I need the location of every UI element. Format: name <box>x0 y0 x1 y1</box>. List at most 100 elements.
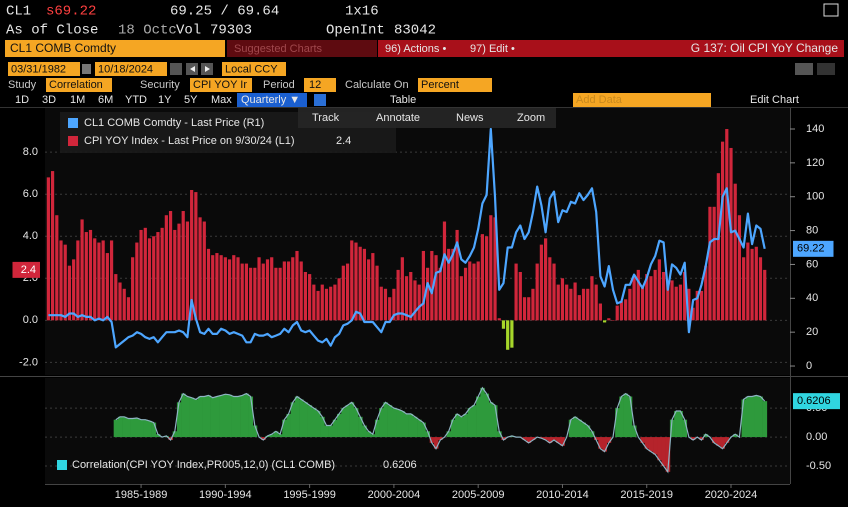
tool-button[interactable]: Track <box>312 112 340 124</box>
area-slice <box>181 393 186 438</box>
bar <box>687 288 691 321</box>
actions[interactable]: 96) Actions • <box>385 43 446 55</box>
legend-swatch <box>68 118 78 128</box>
area-slice <box>404 413 409 438</box>
bar <box>341 265 345 321</box>
bar <box>291 257 295 321</box>
bar <box>539 244 543 321</box>
area-slice <box>328 425 334 438</box>
bar <box>522 297 527 321</box>
range-button[interactable]: 1Y <box>158 94 172 106</box>
area-slice <box>653 437 658 455</box>
chart-type-icon[interactable] <box>314 94 326 106</box>
currency-box[interactable] <box>222 62 286 76</box>
bar <box>295 250 299 321</box>
bar <box>345 263 350 321</box>
bar <box>76 240 80 321</box>
bar <box>468 261 472 321</box>
table-button[interactable]: Table <box>390 94 416 106</box>
tool-button[interactable]: Annotate <box>376 112 420 124</box>
range-button[interactable]: 1D <box>15 94 29 106</box>
start-box[interactable] <box>8 62 80 76</box>
vol: 79303 <box>210 23 252 39</box>
bar <box>421 250 426 321</box>
bar <box>388 297 392 321</box>
area-slice <box>724 437 730 443</box>
y2-tick-label: 140 <box>806 123 824 135</box>
tool-button[interactable]: News <box>456 112 484 124</box>
range-button[interactable]: 3D <box>42 94 56 106</box>
area-slice <box>299 399 304 438</box>
bar <box>754 246 758 321</box>
size: 1x16 <box>345 4 379 20</box>
frequency-box[interactable] <box>237 93 307 107</box>
area-slice <box>172 431 178 438</box>
edit[interactable]: 97) Edit • <box>470 43 515 55</box>
area-slice <box>577 419 582 438</box>
y2-tick-label: 0 <box>806 360 812 372</box>
range-button[interactable]: 1M <box>70 94 85 106</box>
area-slice <box>353 408 359 438</box>
bar <box>413 280 417 321</box>
bar <box>535 263 539 321</box>
add-data-box[interactable] <box>573 93 711 107</box>
area-slice <box>480 387 485 438</box>
period-box[interactable] <box>304 78 336 92</box>
legend-value: 2.4 <box>336 135 351 147</box>
area-slice <box>189 397 195 438</box>
area-slice <box>602 437 607 452</box>
bar <box>459 276 463 321</box>
area-slice <box>320 416 325 438</box>
bar <box>194 192 198 321</box>
y2-tick-label: 80 <box>806 224 818 236</box>
tool-button[interactable]: Zoom <box>517 112 545 124</box>
bar <box>232 255 236 321</box>
bar <box>497 318 501 321</box>
y-tick-label: 6.0 <box>23 188 38 200</box>
area-slice <box>589 431 595 438</box>
bar <box>375 265 379 321</box>
bar <box>602 320 607 323</box>
window-icon[interactable] <box>823 3 839 17</box>
range-button[interactable]: YTD <box>125 94 147 106</box>
calendar-icon[interactable] <box>82 64 91 74</box>
bar <box>219 255 223 321</box>
security-box[interactable] <box>5 40 225 57</box>
range-button[interactable]: 6M <box>98 94 113 106</box>
area-slice <box>716 437 721 446</box>
undo-button[interactable] <box>795 63 813 75</box>
bar <box>590 276 594 321</box>
y2-tick-label: 20 <box>806 326 818 338</box>
bar <box>257 257 261 321</box>
area-slice <box>543 437 549 440</box>
calc-box[interactable] <box>418 78 492 92</box>
study-security: CPI YOY Ir <box>193 79 247 91</box>
bid-ask: 69.25 / 69.64 <box>170 4 279 20</box>
area-slice <box>741 399 747 438</box>
area-slice <box>303 402 308 438</box>
area-slice <box>619 396 624 438</box>
study-label: Study <box>8 79 37 91</box>
edit-chart[interactable]: Edit Chart <box>750 94 799 106</box>
last-value-label: 69.22 <box>797 243 825 255</box>
bar <box>657 259 661 321</box>
bar <box>88 229 93 321</box>
bar <box>737 215 742 321</box>
study-security-box[interactable] <box>190 78 252 92</box>
area-slice <box>699 437 704 440</box>
range-button[interactable]: 5Y <box>184 94 198 106</box>
bar <box>636 269 640 321</box>
area-slice <box>492 405 498 438</box>
redo-button[interactable] <box>817 63 835 75</box>
area-slice <box>269 434 275 438</box>
suggested-box[interactable] <box>227 40 377 57</box>
end-box[interactable] <box>95 62 167 76</box>
calendar-button[interactable] <box>170 63 182 75</box>
bar <box>350 240 354 321</box>
area-slice <box>640 437 645 443</box>
range-button[interactable]: Max <box>211 94 232 106</box>
bar <box>118 282 122 321</box>
bar <box>396 269 400 321</box>
study-box[interactable] <box>46 78 112 92</box>
area-slice <box>720 437 725 449</box>
